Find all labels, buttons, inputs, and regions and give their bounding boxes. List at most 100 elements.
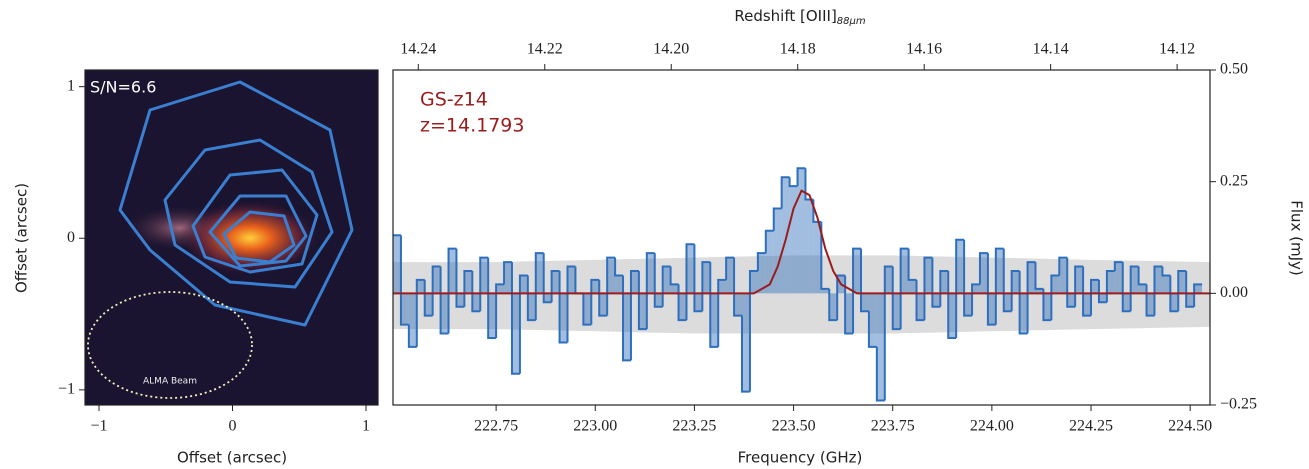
- spectrum-fill: [647, 253, 655, 293]
- y-tick-label: 0.25: [1220, 172, 1248, 189]
- y2-axis-label: Flux (mJy): [1288, 200, 1306, 276]
- x2-tick-label: 14.24: [400, 41, 436, 58]
- image: [85, 70, 378, 405]
- spectrum-fill: [1162, 275, 1170, 293]
- x2-tick-label: 14.18: [780, 41, 816, 58]
- spectrum-fill: [1067, 293, 1075, 306]
- spectrum-fill: [591, 280, 599, 293]
- spectrum-fill: [1178, 271, 1186, 293]
- spectrum-fill: [877, 293, 885, 400]
- spectrum-fill: [726, 258, 734, 294]
- spectrum-fill: [1051, 275, 1059, 293]
- x2-axis-label: Redshift [OIII]88μm: [734, 7, 866, 28]
- spectrum-fill: [607, 258, 615, 294]
- spectrum-fill: [694, 293, 702, 311]
- spectrum-fill: [639, 293, 647, 329]
- spectrum-fill: [504, 262, 512, 293]
- spectrum-fill: [1043, 293, 1051, 320]
- spectrum-fill: [401, 293, 409, 324]
- spectrum-fill: [686, 244, 694, 293]
- spectrum-fill: [583, 293, 591, 324]
- spectrum-fill: [409, 293, 417, 347]
- spectrum-fill: [742, 293, 750, 391]
- spectrum-fill: [480, 258, 488, 294]
- spectrum-fill: [536, 253, 544, 293]
- spectrum-fill: [869, 293, 877, 347]
- spectrum-fill: [456, 293, 464, 306]
- y-axis-label: Offset (arcsec): [13, 183, 31, 293]
- spectrum-fill: [1099, 293, 1107, 302]
- spectrum-fill: [853, 249, 861, 294]
- spectrum-fill: [488, 293, 496, 338]
- spectrum-fill: [940, 271, 948, 293]
- x-tick-label: 223.25: [672, 418, 716, 435]
- y-tick-label: 0.50: [1220, 61, 1248, 78]
- y-tick-label: 0: [67, 229, 75, 246]
- spectrum-fill: [655, 293, 663, 306]
- x-tick-label: 0: [229, 418, 237, 435]
- y-tick-label: 0.00: [1220, 284, 1248, 301]
- x2-tick-label: 14.12: [1159, 41, 1195, 58]
- spectrum-fill: [1147, 293, 1155, 315]
- spectrum-fill: [599, 293, 607, 315]
- spectrum-fill: [1059, 258, 1067, 294]
- spectrum-fill: [496, 284, 504, 293]
- source-name: GS-z14: [420, 89, 488, 111]
- x-tick-label: 223.50: [772, 418, 816, 435]
- x-tick-label: 222.75: [474, 418, 518, 435]
- y-tick-label: 1: [67, 77, 75, 94]
- spectrum-fill: [623, 293, 631, 360]
- spectrum-fill: [425, 293, 433, 315]
- spectrum-fill: [671, 284, 679, 293]
- spectrum-fill: [1028, 262, 1036, 293]
- spectrum-fill: [917, 293, 925, 320]
- spectrum-fill: [512, 293, 520, 373]
- spectrum-fill: [1091, 280, 1099, 293]
- spectrum-fill: [996, 249, 1004, 294]
- x-axis-label: Offset (arcsec): [177, 449, 287, 467]
- spectrum-step: [790, 177, 798, 186]
- spectrum-fill: [924, 258, 932, 294]
- x-tick-label: 224.25: [1069, 418, 1113, 435]
- spectrum-fill: [433, 267, 441, 294]
- spectrum-fill: [1139, 284, 1147, 293]
- spectrum-fill: [1107, 271, 1115, 293]
- spectrum-fill: [845, 293, 853, 333]
- spectrum-fill: [615, 275, 623, 293]
- x-axis-label: Frequency (GHz): [738, 449, 863, 467]
- spectrum-panel: [393, 168, 1210, 400]
- y-tick-label: −0.25: [1220, 396, 1257, 413]
- y-tick-label: −1: [58, 381, 75, 398]
- spectrum-fill: [1131, 267, 1139, 294]
- spectrum-fill: [393, 235, 401, 293]
- spectrum-fill: [472, 293, 480, 311]
- spectrum-fill: [750, 271, 758, 293]
- beam-label: ALMA Beam: [143, 377, 197, 387]
- x2-tick-label: 14.20: [653, 41, 689, 58]
- spectrum-fill: [909, 280, 917, 293]
- x-tick-label: 224.00: [970, 418, 1014, 435]
- spectrum-fill: [663, 267, 671, 294]
- x2-tick-label: 14.22: [527, 41, 563, 58]
- x2-label-sub: 88μm: [837, 16, 866, 27]
- x-tick-label: 223.00: [573, 418, 617, 435]
- spectrum-fill: [948, 293, 956, 338]
- spectrum-fill: [932, 293, 940, 306]
- spectrum-fill: [1123, 293, 1131, 311]
- spectrum-fill: [964, 293, 972, 315]
- spectrum-fill: [972, 284, 980, 293]
- x-tick-label: 224.50: [1168, 418, 1212, 435]
- spectrum-fill: [560, 293, 568, 342]
- spectrum-fill: [893, 293, 901, 329]
- x2-label-main: Redshift [OIII]: [734, 7, 836, 25]
- spectrum-fill: [805, 200, 813, 294]
- spectrum-fill: [734, 293, 742, 315]
- spectrum-fill: [1115, 262, 1123, 293]
- x-tick-label: 1: [362, 418, 370, 435]
- spectrum-fill: [710, 293, 718, 347]
- spectrum-fill: [1083, 293, 1091, 315]
- spectrum-fill: [1154, 267, 1162, 294]
- spectrum-fill: [1170, 293, 1178, 311]
- spectrum-fill: [631, 271, 639, 293]
- spectrum-fill: [782, 177, 790, 293]
